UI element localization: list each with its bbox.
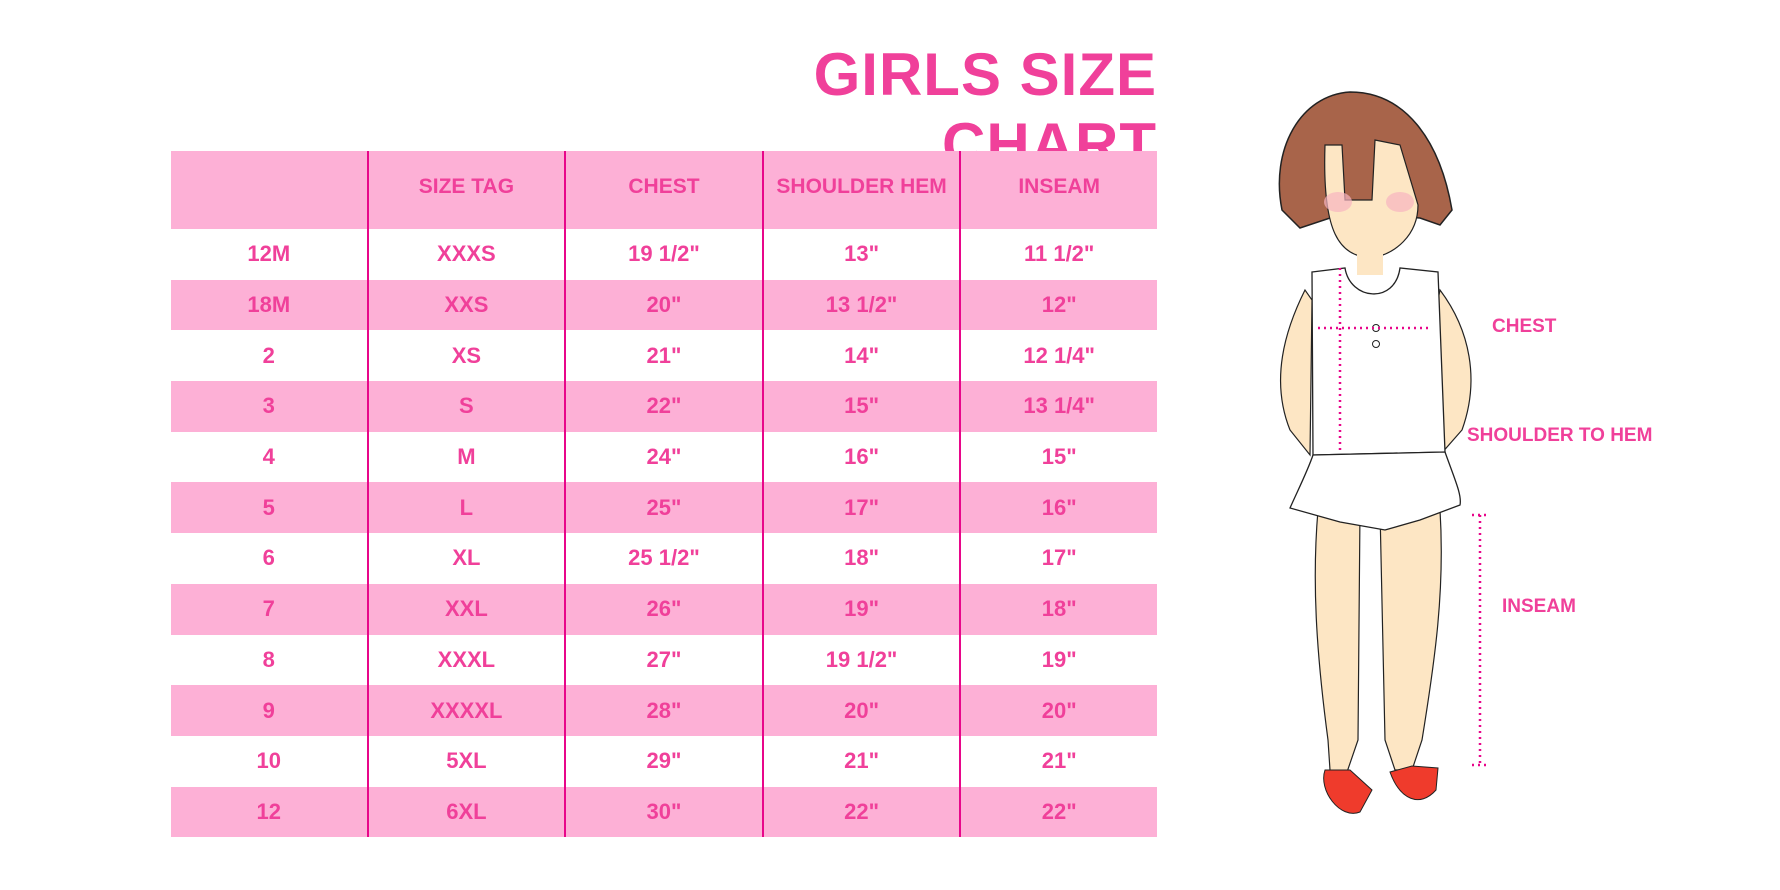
table-cell: 12M bbox=[247, 241, 291, 267]
table-cell: 21" bbox=[761, 735, 960, 787]
table-cell: 25 1/2" bbox=[564, 533, 762, 584]
table-cell: XXS bbox=[366, 279, 565, 331]
table-cell: 17" bbox=[959, 533, 1157, 584]
table-cell: 21" bbox=[564, 330, 762, 382]
table-cell: XXXS bbox=[366, 229, 565, 280]
table-cell: S bbox=[366, 381, 565, 432]
table-cell: 8 bbox=[262, 646, 275, 672]
table-cell: 26" bbox=[564, 583, 762, 635]
table-cell: 24" bbox=[564, 431, 762, 483]
table-row: 8 XXXL 27" 19 1/2" 19" bbox=[171, 634, 1157, 686]
skirt bbox=[1289, 451, 1461, 531]
inseam-label: INSEAM bbox=[1502, 596, 1576, 617]
table-cell: 19 1/2" bbox=[564, 229, 762, 280]
table-cell: 10 bbox=[256, 748, 282, 774]
table-cell: 12" bbox=[959, 279, 1157, 331]
table-cell: 3 bbox=[262, 393, 275, 419]
table-cell: 4 bbox=[262, 444, 275, 470]
table-cell: 19" bbox=[959, 634, 1157, 686]
table-cell: 5XL bbox=[366, 735, 565, 787]
table-row: 5 L 25" 17" 16" bbox=[171, 482, 1157, 534]
table-cell: 20" bbox=[959, 685, 1157, 736]
chest-label: CHEST bbox=[1492, 316, 1557, 337]
table-cell: 12 bbox=[256, 798, 282, 824]
table-cell: 15" bbox=[959, 431, 1157, 483]
table-cell: 29" bbox=[564, 735, 762, 787]
shoes bbox=[1323, 765, 1439, 814]
table-cell: 25" bbox=[564, 482, 762, 534]
table-row: 2 XS 21" 14" 12 1/4" bbox=[171, 330, 1157, 382]
table-cell: 22" bbox=[564, 381, 762, 432]
table-cell: 18M bbox=[247, 292, 291, 318]
table-cell: 12 1/4" bbox=[959, 330, 1157, 382]
table-cell: XXXXL bbox=[366, 685, 565, 736]
table-cell: 13" bbox=[761, 229, 960, 280]
table-cell: XL bbox=[366, 533, 565, 584]
table-cell: 16" bbox=[959, 482, 1157, 534]
table-header-row: SIZE TAG CHEST SHOULDER HEM INSEAM bbox=[171, 151, 1157, 229]
table-row: 6 XL 25 1/2" 18" 17" bbox=[171, 533, 1157, 584]
shoulder-to-hem-label: SHOULDER TO HEM bbox=[1467, 425, 1653, 446]
header-cell: CHEST bbox=[564, 151, 762, 229]
table-cell: 6 bbox=[262, 545, 275, 571]
table-cell: 5 bbox=[262, 494, 275, 520]
table-cell: 14" bbox=[761, 330, 960, 382]
table-cell: 20" bbox=[564, 279, 762, 331]
table-cell: 22" bbox=[761, 786, 960, 838]
page-title: GIRLS SIZE CHART bbox=[813, 41, 1157, 178]
table-cell: XXXL bbox=[366, 634, 565, 686]
header-cell: INSEAM bbox=[959, 151, 1157, 229]
table-row: 12M XXXS 19 1/2" 13" 11 1/2" bbox=[171, 229, 1157, 280]
size-chart-table: SIZE TAG CHEST SHOULDER HEM INSEAM 12M XXXS 19… bbox=[171, 151, 1157, 838]
top bbox=[1311, 267, 1446, 456]
table-cell: 15" bbox=[761, 381, 960, 432]
table-cell: 7 bbox=[262, 596, 275, 622]
table-row: 18M XXS 20" 13 1/2" 12" bbox=[171, 279, 1157, 331]
table-cell: 21" bbox=[959, 735, 1157, 787]
table-cell: 19" bbox=[761, 583, 960, 635]
table-cell: XXL bbox=[366, 583, 565, 635]
legs bbox=[1314, 509, 1442, 776]
table-cell: 13 1/4" bbox=[959, 381, 1157, 432]
table-row: 9 XXXXL 28" 20" 20" bbox=[171, 685, 1157, 736]
table-cell: 27" bbox=[564, 634, 762, 686]
table-cell: 2 bbox=[262, 342, 275, 368]
table-cell: 11 1/2" bbox=[959, 229, 1157, 280]
table-cell: 22" bbox=[959, 786, 1157, 838]
table-cell: 20" bbox=[761, 685, 960, 736]
table-cell: 30" bbox=[564, 786, 762, 838]
table-cell: 19 1/2" bbox=[761, 634, 960, 686]
table-row: 3 S 22" 15" 13 1/4" bbox=[171, 381, 1157, 432]
table-cell: 18" bbox=[959, 583, 1157, 635]
header-cell: SIZE TAG bbox=[366, 151, 565, 229]
table-cell: 9 bbox=[262, 697, 275, 723]
table-row: 12 6XL 30" 22" 22" bbox=[171, 786, 1157, 838]
table-cell: M bbox=[366, 431, 565, 483]
girl-measurement-illustration bbox=[1278, 91, 1488, 814]
table-cell: 13 1/2" bbox=[761, 279, 960, 331]
arms bbox=[1280, 288, 1472, 457]
table-row: 7 XXL 26" 19" 18" bbox=[171, 583, 1157, 635]
table-cell: 18" bbox=[761, 533, 960, 584]
table-cell: 6XL bbox=[366, 786, 565, 838]
header-cell bbox=[171, 151, 367, 229]
table-cell: 17" bbox=[761, 482, 960, 534]
table-cell: L bbox=[366, 482, 565, 534]
table-cell: 28" bbox=[564, 685, 762, 736]
header-cell: SHOULDER HEM bbox=[761, 151, 960, 229]
table-cell: XS bbox=[366, 330, 565, 382]
table-cell: 16" bbox=[761, 431, 960, 483]
table-row: 4 M 24" 16" 15" bbox=[171, 431, 1157, 483]
table-row: 10 5XL 29" 21" 21" bbox=[171, 735, 1157, 787]
